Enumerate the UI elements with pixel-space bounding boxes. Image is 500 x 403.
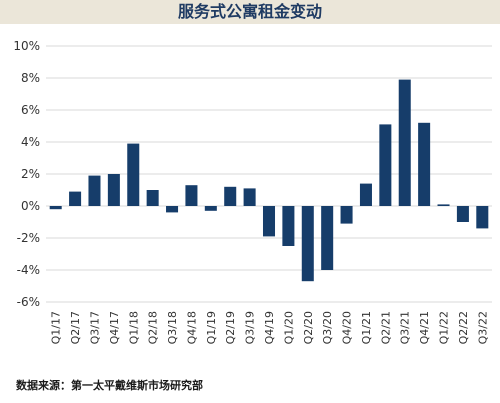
bar (340, 206, 353, 224)
x-tick-label: Q4/21 (418, 311, 431, 344)
y-tick-label: 0% (21, 199, 40, 213)
x-tick-label: Q2/22 (457, 311, 470, 344)
x-tick-label: Q4/19 (263, 311, 276, 344)
bar (398, 79, 411, 206)
data-source: 数据来源：第一太平戴维斯市场研究部 (16, 379, 203, 392)
x-tick-label: Q1/20 (282, 311, 295, 344)
bar (69, 191, 82, 206)
bar (243, 188, 256, 206)
x-tick-label: Q2/19 (224, 311, 237, 344)
bar (359, 183, 372, 206)
x-tick-label: Q3/20 (321, 311, 334, 344)
x-tick-label: Q4/18 (185, 311, 198, 344)
x-tick-label: Q4/17 (108, 311, 121, 344)
y-tick-label: 4% (21, 135, 40, 149)
x-tick-label: Q4/20 (341, 311, 354, 344)
y-tick-label: 10% (13, 39, 40, 53)
bar (379, 124, 392, 206)
bar (262, 206, 276, 237)
bar (185, 185, 198, 206)
bar (146, 190, 159, 206)
bar (166, 206, 179, 213)
x-tick-label: Q1/19 (205, 311, 218, 344)
bar (321, 206, 334, 270)
bar-chart: -6% -4% -2% 0% 2% 4% 6% 8% 10% Q1/17 Q2/17 Q3/17 Q4/… (13, 39, 492, 344)
y-tick-label: -6% (17, 295, 40, 309)
y-tick-label: -2% (17, 231, 40, 245)
x-tick-label: Q3/19 (244, 311, 257, 344)
chart-title: 服务式公寓租金变动 (177, 2, 322, 21)
bar (437, 204, 450, 206)
y-tick-label: -4% (17, 263, 40, 277)
bar (301, 206, 314, 282)
x-tick-label: Q2/18 (147, 311, 160, 344)
x-tick-label: Q2/17 (69, 311, 82, 344)
x-tick-label: Q1/22 (438, 311, 451, 344)
x-tick-label: Q3/21 (399, 311, 412, 344)
title-band (0, 0, 500, 24)
x-tick-label: Q2/21 (379, 311, 392, 344)
x-tick-label: Q1/21 (360, 311, 373, 344)
bar (49, 206, 62, 210)
bar (224, 186, 237, 206)
y-tick-label: 2% (21, 167, 40, 181)
bar (127, 143, 140, 206)
x-tick-label: Q1/17 (50, 311, 63, 344)
bar (107, 174, 120, 206)
y-tick-label: 6% (21, 103, 40, 117)
x-tick-label: Q3/18 (166, 311, 179, 344)
x-tick-label: Q3/17 (88, 311, 101, 344)
bar (418, 122, 431, 206)
x-tick-label: Q3/22 (476, 311, 489, 344)
bar (204, 206, 217, 211)
bar (88, 175, 101, 206)
x-tick-label: Q2/20 (302, 311, 315, 344)
bar (456, 206, 469, 222)
bar (282, 206, 295, 246)
bar (476, 206, 489, 229)
y-tick-label: 8% (21, 71, 40, 85)
x-tick-label: Q1/18 (127, 311, 140, 344)
